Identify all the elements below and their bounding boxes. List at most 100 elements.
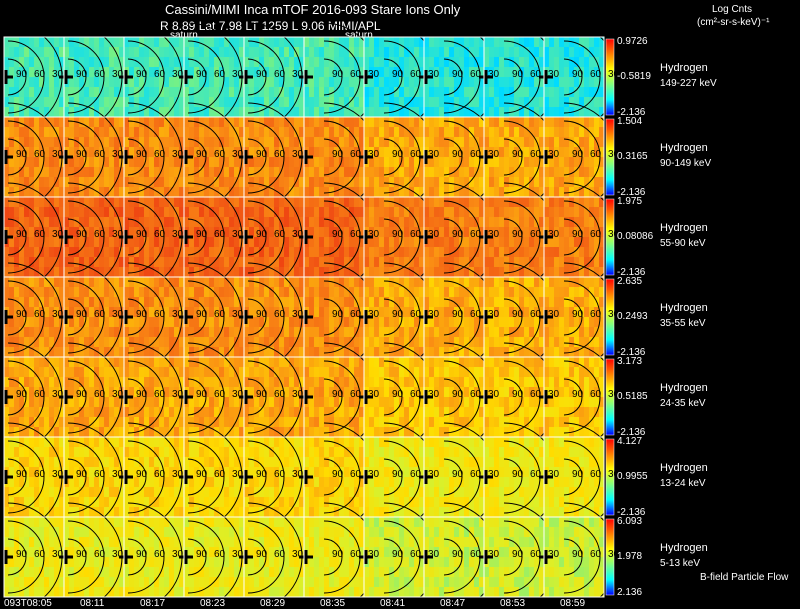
contour-label: 60 xyxy=(530,309,542,320)
contour-label: 90 xyxy=(452,149,464,160)
contour-label: 90 xyxy=(196,389,208,400)
contour-label: 60 xyxy=(274,149,286,160)
contour-label: 30 xyxy=(488,69,500,80)
contour-label: 60 xyxy=(350,69,362,80)
contour-label: 90 xyxy=(332,149,344,160)
contour-label: 60 xyxy=(470,549,482,560)
contour-label: 30 xyxy=(112,469,124,480)
contour-label: 90 xyxy=(572,229,584,240)
contour-label: 60 xyxy=(214,229,226,240)
contour-label: 30 xyxy=(548,469,560,480)
heatmap-panel xyxy=(179,502,245,609)
heatmap-panel xyxy=(0,342,65,452)
contour-label: 90 xyxy=(332,69,344,80)
heatmap-panel xyxy=(0,102,65,212)
colorbar-max-value: 3.173 xyxy=(617,356,643,367)
x-tick-label: 08:53 xyxy=(500,598,526,609)
contour-label: 30 xyxy=(172,229,184,240)
heatmap-panel xyxy=(419,342,499,452)
heatmap-panel xyxy=(119,102,185,212)
contour-label: 60 xyxy=(214,69,226,80)
contour-label: 90 xyxy=(572,549,584,560)
contour-label: 60 xyxy=(530,469,542,480)
contour-label: 90 xyxy=(196,549,208,560)
contour-label: 90 xyxy=(512,69,524,80)
contour-label: 60 xyxy=(274,549,286,560)
heatmap-panel xyxy=(539,502,619,609)
contour-label: 90 xyxy=(392,309,404,320)
contour-label: 30 xyxy=(548,69,560,80)
contour-label: 60 xyxy=(590,149,602,160)
contour-label: 30 xyxy=(292,309,304,320)
heatmap-panel xyxy=(359,102,439,212)
contour-label: 60 xyxy=(94,549,106,560)
energy-label: 5-13 keV xyxy=(660,558,701,569)
contour-label: 60 xyxy=(470,69,482,80)
contour-label: 30 xyxy=(52,469,64,480)
colorbar xyxy=(605,118,615,196)
x-tick-label: 08:23 xyxy=(200,598,226,609)
contour-label: 60 xyxy=(590,69,602,80)
contour-label: 90 xyxy=(16,389,28,400)
plot-title: Cassini/MIMI Inca mTOF 2016-093 Stare Io… xyxy=(165,2,461,17)
contour-label: 30 xyxy=(172,469,184,480)
colorbar-min-value: -2.136 xyxy=(617,427,646,438)
contour-label: 60 xyxy=(94,149,106,160)
contour-label: 90 xyxy=(136,229,148,240)
contour-label: 30 xyxy=(548,389,560,400)
heatmap-panel xyxy=(359,262,439,372)
contour-label: 60 xyxy=(530,229,542,240)
contour-label: 30 xyxy=(172,389,184,400)
contour-label: 60 xyxy=(154,469,166,480)
contour-label: 90 xyxy=(332,469,344,480)
contour-label: 30 xyxy=(488,389,500,400)
x-tick-label: 093T08:05 xyxy=(4,598,52,609)
contour-label: 30 xyxy=(548,549,560,560)
contour-label: 30 xyxy=(428,469,440,480)
contour-label: 30 xyxy=(232,309,244,320)
colorbar-max-value: 4.127 xyxy=(617,436,643,447)
contour-label: 60 xyxy=(34,229,46,240)
contour-label: 30 xyxy=(52,69,64,80)
heatmap-panel xyxy=(359,502,439,609)
contour-label: 90 xyxy=(512,149,524,160)
heatmap-panel xyxy=(59,22,125,132)
heatmap-panel xyxy=(299,262,379,372)
contour-label: 30 xyxy=(488,469,500,480)
heatmap-panel xyxy=(0,422,65,532)
contour-label: 90 xyxy=(452,469,464,480)
colorbar-min-value: -2.136 xyxy=(617,267,646,278)
contour-label: 90 xyxy=(196,229,208,240)
contour-label: 90 xyxy=(572,149,584,160)
contour-label: 60 xyxy=(590,549,602,560)
contour-label: 30 xyxy=(172,309,184,320)
contour-label: 60 xyxy=(34,389,46,400)
contour-label: 90 xyxy=(16,309,28,320)
contour-label: 30 xyxy=(292,469,304,480)
contour-label: 30 xyxy=(428,149,440,160)
contour-label: 30 xyxy=(292,229,304,240)
heatmap-panel xyxy=(59,262,125,372)
contour-label: 30 xyxy=(292,69,304,80)
contour-label: 90 xyxy=(572,69,584,80)
contour-label: 30 xyxy=(428,549,440,560)
heatmap-panel xyxy=(59,182,125,292)
species-label: Hydrogen xyxy=(660,222,708,234)
contour-label: 30 xyxy=(292,389,304,400)
contour-label: 90 xyxy=(136,69,148,80)
contour-label: 30 xyxy=(428,389,440,400)
contour-label: 60 xyxy=(94,309,106,320)
contour-label: 60 xyxy=(34,309,46,320)
colorbar-max-value: 6.093 xyxy=(617,516,643,527)
contour-label: 90 xyxy=(76,229,88,240)
contour-label: 60 xyxy=(350,549,362,560)
contour-label: 60 xyxy=(154,549,166,560)
contour-label: 30 xyxy=(368,389,380,400)
heatmap-panel xyxy=(179,22,245,132)
heatmap-panel xyxy=(239,262,305,372)
heatmap-panel xyxy=(539,22,619,132)
heatmap-panel xyxy=(359,22,439,132)
contour-label: 90 xyxy=(196,469,208,480)
contour-label: 60 xyxy=(94,229,106,240)
heatmap-panel xyxy=(0,22,65,132)
